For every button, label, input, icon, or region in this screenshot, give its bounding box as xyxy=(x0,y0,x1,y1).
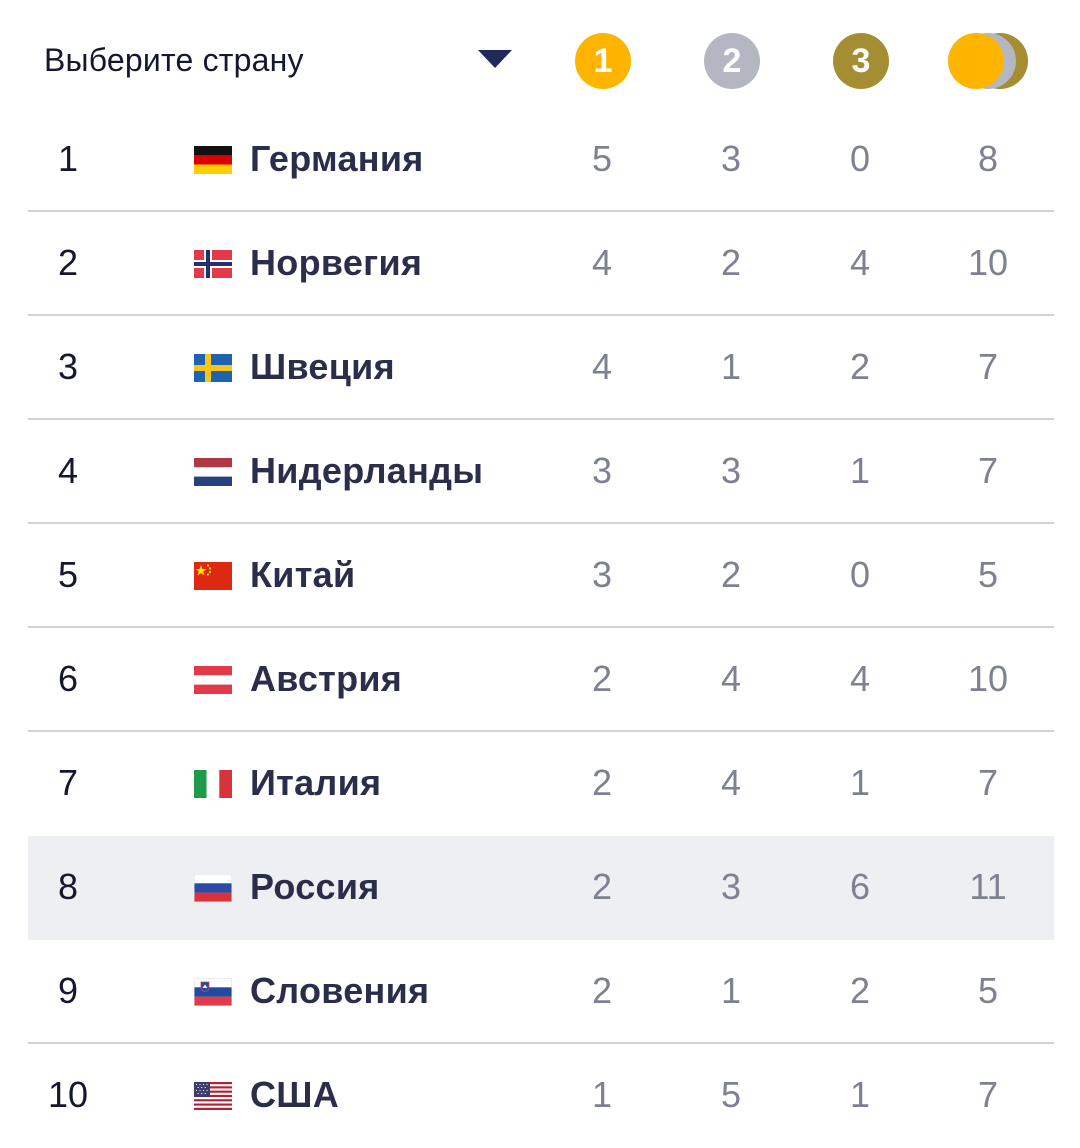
country-name: Словения xyxy=(250,970,430,1011)
gold-count: 1 xyxy=(591,1074,613,1115)
silver-count: 3 xyxy=(720,138,742,179)
rank-cell: 9 xyxy=(57,970,79,1011)
bronze-medal-label: 3 xyxy=(851,42,871,80)
sweden-flag xyxy=(194,354,232,382)
country-name: Швеция xyxy=(250,346,395,387)
bronze-count: 6 xyxy=(849,866,871,907)
total-count: 10 xyxy=(967,242,1009,283)
gold-count: 5 xyxy=(591,138,613,179)
bronze-count: 1 xyxy=(849,450,871,491)
country-name: Германия xyxy=(250,138,424,179)
bronze-count: 4 xyxy=(849,242,871,283)
austria-flag xyxy=(194,666,232,694)
rank-cell: 6 xyxy=(57,658,79,699)
rank-cell: 7 xyxy=(57,762,79,803)
silver-count: 3 xyxy=(720,866,742,907)
total-count: 11 xyxy=(969,866,1007,907)
country-name: Италия xyxy=(250,762,382,803)
country-name: Нидерланды xyxy=(250,450,484,491)
total-count: 7 xyxy=(977,762,999,803)
table-row[interactable]: 10 США 1 5 1 7 xyxy=(28,1044,1054,1148)
total-count: 10 xyxy=(967,658,1009,699)
medal-table: 1 Германия 5 3 0 8 2 Норвегия 4 2 4 10 3… xyxy=(28,108,1054,1148)
gold-count: 2 xyxy=(591,866,613,907)
country-name: Россия xyxy=(250,866,380,907)
silver-count: 1 xyxy=(720,346,742,387)
table-row[interactable]: 4 Нидерланды 3 3 1 7 xyxy=(28,420,1054,524)
netherlands-flag xyxy=(194,458,232,486)
country-select-label: Выберите страну xyxy=(44,42,304,78)
gold-medal-icon: 1 xyxy=(575,33,631,89)
silver-count: 4 xyxy=(720,762,742,803)
medal-table-header: Выберите страну 1 2 3 xyxy=(0,0,1080,110)
bronze-medal-icon: 3 xyxy=(833,33,889,89)
table-row[interactable]: 8 Россия 2 3 6 11 xyxy=(28,836,1054,940)
table-row[interactable]: 5 Китай 3 2 0 5 xyxy=(28,524,1054,628)
gold-medal-label: 1 xyxy=(593,42,613,80)
silver-count: 4 xyxy=(720,658,742,699)
gold-count: 3 xyxy=(591,450,613,491)
rank-cell: 1 xyxy=(57,138,79,179)
total-medals-column-header[interactable] xyxy=(946,33,1032,89)
country-name: Норвегия xyxy=(250,242,423,283)
table-row[interactable]: 7 Италия 2 4 1 7 xyxy=(28,732,1054,836)
norway-flag xyxy=(194,250,232,278)
table-row[interactable]: 3 Швеция 4 1 2 7 xyxy=(28,316,1054,420)
rank-cell: 10 xyxy=(47,1074,89,1115)
rank-cell: 3 xyxy=(57,346,79,387)
total-count: 7 xyxy=(977,1074,999,1115)
bronze-count: 2 xyxy=(849,346,871,387)
italy-flag xyxy=(194,770,232,798)
gold-count: 3 xyxy=(591,554,613,595)
gold-count: 2 xyxy=(591,658,613,699)
country-name: США xyxy=(250,1074,340,1115)
table-row[interactable]: 9 Словения 2 1 2 5 xyxy=(28,940,1054,1044)
gold-count: 4 xyxy=(591,242,613,283)
usa-flag xyxy=(194,1082,232,1110)
bronze-count: 0 xyxy=(849,554,871,595)
country-name: Австрия xyxy=(250,658,403,699)
gold-count: 2 xyxy=(591,762,613,803)
chevron-down-icon xyxy=(478,50,512,68)
rank-cell: 2 xyxy=(57,242,79,283)
russia-flag xyxy=(194,874,232,902)
total-count: 7 xyxy=(977,450,999,491)
silver-count: 5 xyxy=(720,1074,742,1115)
gold-count: 2 xyxy=(591,970,613,1011)
gold-count: 4 xyxy=(591,346,613,387)
table-row[interactable]: 1 Германия 5 3 0 8 xyxy=(28,108,1054,212)
total-count: 5 xyxy=(977,970,999,1011)
total-count: 8 xyxy=(977,138,999,179)
table-row[interactable]: 2 Норвегия 4 2 4 10 xyxy=(28,212,1054,316)
silver-count: 2 xyxy=(720,554,742,595)
rank-cell: 5 xyxy=(57,554,79,595)
gold-stack-icon xyxy=(948,33,1004,89)
table-row[interactable]: 6 Австрия 2 4 4 10 xyxy=(28,628,1054,732)
total-count: 7 xyxy=(977,346,999,387)
china-flag xyxy=(194,562,232,590)
silver-medal-icon: 2 xyxy=(704,33,760,89)
slovenia-flag xyxy=(194,978,232,1006)
gold-medal-column-header[interactable]: 1 xyxy=(575,33,631,89)
silver-count: 1 xyxy=(720,970,742,1011)
bronze-count: 0 xyxy=(849,138,871,179)
germany-flag xyxy=(194,146,232,174)
bronze-count: 1 xyxy=(849,1074,871,1115)
country-select-dropdown[interactable]: Выберите страну xyxy=(44,28,524,94)
total-count: 5 xyxy=(977,554,999,595)
silver-count: 3 xyxy=(720,450,742,491)
silver-medal-column-header[interactable]: 2 xyxy=(704,33,760,89)
bronze-medal-column-header[interactable]: 3 xyxy=(833,33,889,89)
bronze-count: 2 xyxy=(849,970,871,1011)
country-name: Китай xyxy=(250,554,356,595)
bronze-count: 1 xyxy=(849,762,871,803)
silver-count: 2 xyxy=(720,242,742,283)
rank-cell: 4 xyxy=(57,450,79,491)
bronze-count: 4 xyxy=(849,658,871,699)
rank-cell: 8 xyxy=(57,866,79,907)
silver-medal-label: 2 xyxy=(722,42,742,80)
